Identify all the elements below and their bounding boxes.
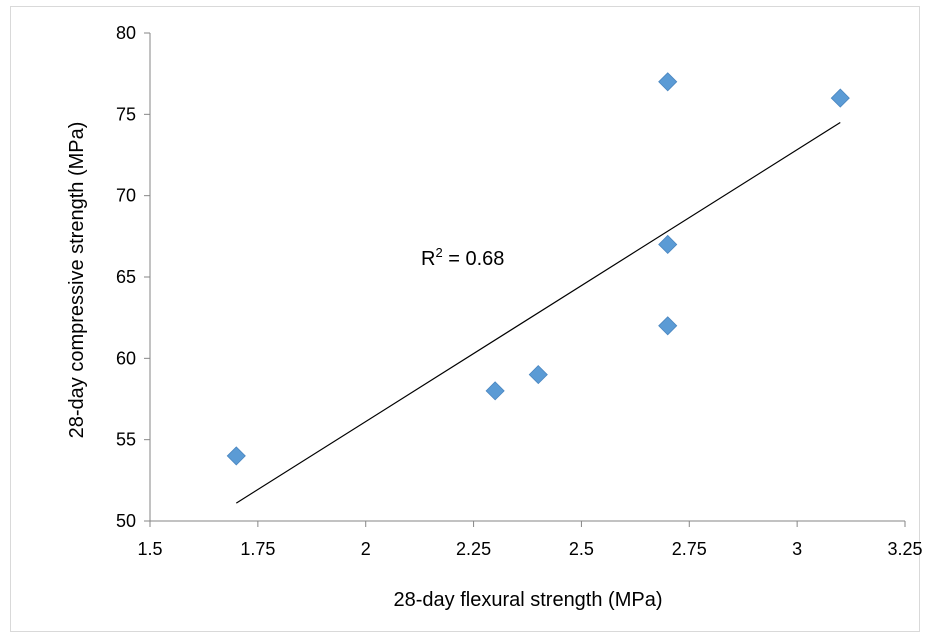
trendline-group bbox=[235, 121, 841, 504]
y-tick-label: 70 bbox=[116, 186, 136, 206]
x-tick-label: 2.25 bbox=[456, 539, 491, 559]
x-ticks: 1.5 1.75 2 2.25 2.5 2.75 3 3.25 bbox=[137, 521, 923, 559]
axes bbox=[149, 33, 905, 522]
x-tick-label: 2.75 bbox=[672, 539, 707, 559]
y-ticks: 50 55 60 65 70 75 80 bbox=[116, 23, 150, 531]
r-squared-superscript: 2 bbox=[435, 245, 442, 260]
x-tick-label: 1.5 bbox=[137, 539, 162, 559]
y-tick-label: 80 bbox=[116, 23, 136, 43]
y-tick-label: 65 bbox=[116, 267, 136, 287]
x-tick-label: 1.75 bbox=[240, 539, 275, 559]
y-axis-title: 28-day compressive strength (MPa) bbox=[66, 122, 88, 439]
trendline bbox=[235, 121, 841, 504]
data-point bbox=[658, 72, 678, 92]
x-axis-title: 28-day flexural strength (MPa) bbox=[393, 589, 662, 611]
y-tick-label: 50 bbox=[116, 511, 136, 531]
x-tick-label: 2 bbox=[361, 539, 371, 559]
data-point bbox=[658, 316, 678, 336]
chart-frame bbox=[10, 6, 920, 632]
x-tick-label: 2.5 bbox=[569, 539, 594, 559]
data-points bbox=[226, 72, 850, 466]
data-point bbox=[226, 446, 246, 466]
data-point bbox=[528, 365, 548, 385]
r-squared-base: R bbox=[421, 248, 435, 270]
y-tick-label: 60 bbox=[116, 348, 136, 368]
x-tick-label: 3 bbox=[792, 539, 802, 559]
x-tick-label: 3.25 bbox=[887, 539, 922, 559]
data-point bbox=[830, 88, 850, 108]
r-squared-value: = 0.68 bbox=[443, 248, 505, 270]
data-point bbox=[485, 381, 505, 401]
y-tick-label: 55 bbox=[116, 430, 136, 450]
y-tick-label: 75 bbox=[116, 104, 136, 124]
r-squared-annotation: R2 = 0.68 bbox=[421, 245, 504, 270]
data-point bbox=[658, 234, 678, 255]
